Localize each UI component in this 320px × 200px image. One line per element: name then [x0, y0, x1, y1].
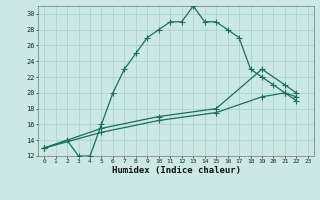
X-axis label: Humidex (Indice chaleur): Humidex (Indice chaleur)	[111, 166, 241, 175]
